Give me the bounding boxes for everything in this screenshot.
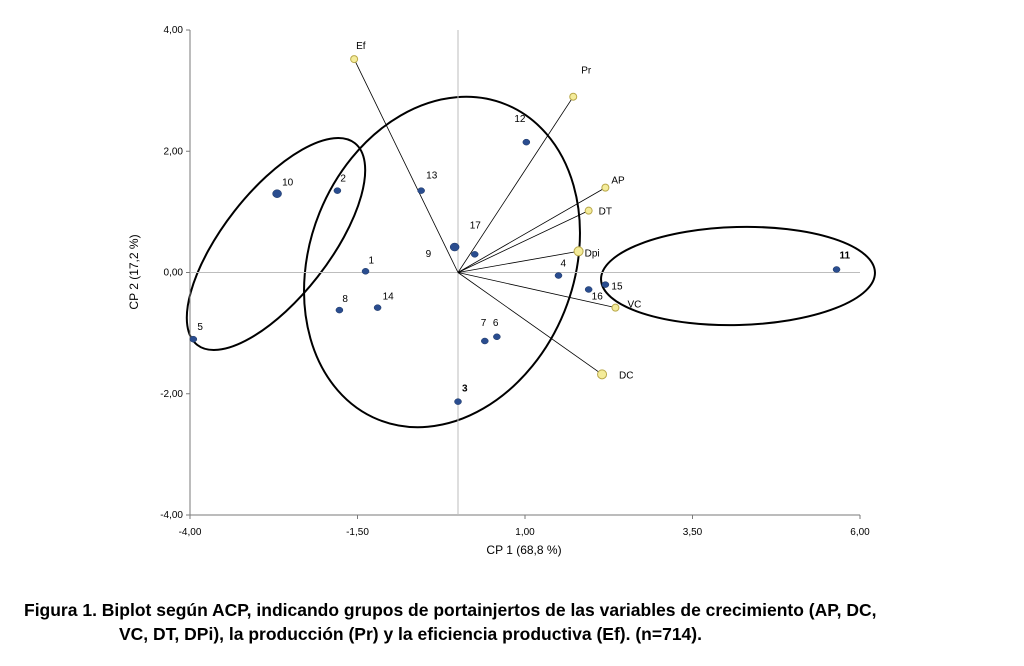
x-tick-label: -1,50: [346, 527, 369, 538]
point-label: 15: [611, 282, 623, 293]
score-point: [832, 266, 841, 273]
vector-marker: [350, 55, 359, 64]
score-point: [481, 337, 489, 345]
score-point: [333, 187, 342, 194]
point-label: 17: [470, 220, 482, 231]
score-point: [601, 281, 610, 288]
point-label: 2: [340, 174, 346, 185]
point-label: 16: [592, 291, 604, 302]
score-point: [471, 251, 479, 258]
figure-caption: Figura 1. Biplot según ACP, indicando gr…: [24, 598, 1014, 646]
score-point: [493, 333, 501, 341]
point-label: 5: [197, 322, 203, 333]
vector-label: Pr: [581, 66, 592, 77]
score-point: [272, 189, 282, 198]
caption-line-2: VC, DT, DPi), la producción (Pr) y la ef…: [119, 624, 702, 644]
score-point: [335, 306, 344, 314]
point-label: 3: [462, 384, 468, 395]
point-label: 9: [426, 249, 432, 260]
vector-marker: [611, 303, 620, 312]
score-point: [554, 272, 563, 279]
group-ellipses: [185, 95, 876, 429]
score-point: [454, 398, 462, 405]
caption-line-1: Figura 1. Biplot según ACP, indicando gr…: [24, 600, 877, 620]
vector-label: VC: [627, 300, 641, 311]
vector-label: Dpi: [585, 248, 600, 259]
vector-marker: [601, 183, 610, 192]
biplot-chart: 4,00 2,00 0,00 -2,00 -4,00 -4,00 -1,50 1,00 3,50…: [127, 25, 876, 557]
x-axis-label: CP 1 (68,8 %): [486, 543, 561, 557]
vector-line: [457, 272, 616, 309]
point-label: 13: [426, 171, 438, 182]
point-label: 14: [383, 292, 395, 303]
axes: 4,00 2,00 0,00 -2,00 -4,00 -4,00 -1,50 1,00 3,50…: [160, 25, 870, 538]
point-label: 12: [514, 114, 526, 125]
x-tick-label: 3,50: [683, 527, 703, 538]
y-tick-label: 2,00: [164, 146, 184, 157]
vector-label: Ef: [356, 41, 366, 52]
y-tick-label: 0,00: [164, 268, 184, 279]
point-label: 10: [282, 178, 294, 189]
y-axis-label: CP 2 (17,2 %): [127, 234, 141, 309]
score-point: [584, 286, 593, 293]
vector-line: [457, 187, 606, 273]
y-tick-label: 4,00: [164, 25, 184, 36]
y-tick-label: -2,00: [160, 389, 183, 400]
vector-line: [457, 210, 589, 273]
score-point: [189, 335, 198, 343]
vector-line: [353, 58, 459, 273]
point-label: 8: [342, 294, 348, 305]
point-label: 1: [369, 255, 375, 266]
vector-marker: [569, 92, 578, 101]
point-label: 6: [493, 318, 499, 329]
vector-label: DC: [619, 370, 633, 381]
score-point: [373, 304, 382, 311]
vector-label: AP: [611, 176, 625, 187]
score-point: [417, 187, 425, 194]
vector-marker: [573, 246, 584, 257]
score-point: [449, 242, 460, 252]
vector-line: [457, 96, 574, 273]
point-label: 7: [481, 318, 487, 329]
group-ellipse-2: [303, 95, 581, 429]
y-tick-label: -4,00: [160, 510, 183, 521]
score-point: [361, 268, 370, 275]
x-tick-label: -4,00: [179, 527, 202, 538]
x-tick-label: 6,00: [850, 527, 870, 538]
score-point: [522, 138, 531, 146]
group-ellipse-1: [185, 136, 367, 352]
vector-label: DT: [599, 207, 612, 218]
loading-vectors: Ef Pr AP DT Dpi VC DC: [350, 41, 641, 381]
group-ellipse-3: [600, 225, 876, 327]
vector-marker: [584, 206, 593, 215]
vector-line: [457, 272, 603, 375]
point-label: 4: [561, 259, 567, 270]
x-tick-label: 1,00: [515, 527, 535, 538]
point-label: 11: [840, 250, 851, 261]
vector-line: [457, 250, 579, 273]
vector-marker: [597, 369, 608, 380]
